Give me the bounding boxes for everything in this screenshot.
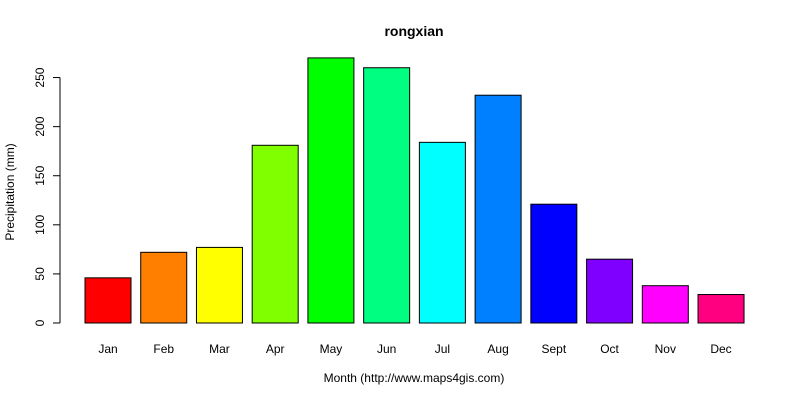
bar-jul [418,141,466,324]
y-tick-label: 250 [33,67,47,87]
x-tick-label: Aug [487,342,508,356]
bar-oct [586,258,634,324]
x-tick-label: Dec [710,342,731,356]
bar-feb [140,251,188,324]
bar-aug [474,94,522,324]
bar-jan [84,277,132,324]
bar-apr [251,144,299,324]
x-tick-label: Apr [266,342,285,356]
x-tick-label: Jan [98,342,117,356]
bar-nov [641,285,689,324]
y-tick-label: 100 [33,214,47,234]
x-tick-label: Nov [655,342,676,356]
bar-may [307,57,355,324]
y-tick-label: 150 [33,165,47,185]
x-tick-label: Sept [541,342,566,356]
x-tick-label: Mar [209,342,230,356]
x-tick-label: Jun [377,342,396,356]
x-tick-label: Feb [153,342,174,356]
x-tick-label: May [320,342,343,356]
bar-mar [195,246,243,324]
bar-jun [363,67,411,324]
x-axis-label: Month (http://www.maps4gis.com) [324,371,505,385]
bars-group [84,57,745,324]
y-axis-label: Precipitation (mm) [3,143,17,240]
x-tick-label: Jul [435,342,450,356]
y-tick-label: 50 [33,267,47,281]
y-tick-label: 200 [33,116,47,136]
y-tick-label: 0 [33,319,47,326]
bar-dec [697,294,745,324]
x-tick-label: Oct [600,342,619,356]
bar-sept [530,203,578,324]
chart-title: rongxian [384,23,443,39]
y-axis: 0 50 100 150 200 250 [33,67,61,326]
x-tick-labels: Jan Feb Mar Apr May Jun Jul Aug Sept Oct Nov Dec [98,342,731,356]
